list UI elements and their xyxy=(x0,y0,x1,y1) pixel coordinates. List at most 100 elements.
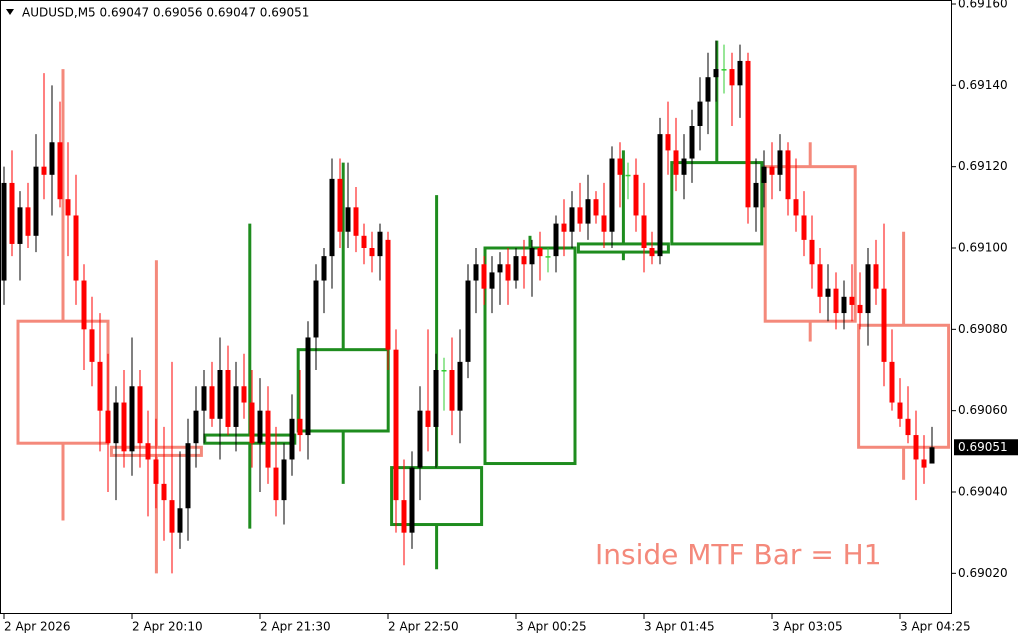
candle-body xyxy=(201,386,207,411)
candle-body xyxy=(297,418,303,436)
candle-body xyxy=(409,467,415,533)
candle-body xyxy=(873,264,879,289)
candle-body xyxy=(657,134,663,257)
y-tick-label: 0.69100 xyxy=(958,241,1008,255)
candle-body xyxy=(569,207,575,232)
current-price-label: 0.69051 xyxy=(958,440,1008,454)
candle-body xyxy=(609,158,615,232)
annotation: Inside MTF Bar = H1 xyxy=(595,538,882,571)
candle-body xyxy=(753,182,759,208)
candle-body xyxy=(601,215,607,232)
candle-body xyxy=(385,239,391,350)
candle-body xyxy=(745,60,751,208)
candle-body xyxy=(849,296,855,305)
candle-body xyxy=(921,459,927,468)
x-tick-label: 2 Apr 2026 xyxy=(4,620,71,634)
candle-body xyxy=(761,166,767,183)
candle-body xyxy=(817,264,823,297)
candle-body xyxy=(49,142,55,175)
candle-body xyxy=(689,126,695,159)
candle-body xyxy=(521,256,527,265)
candle-body xyxy=(225,370,231,427)
y-tick-label: 0.69160 xyxy=(958,0,1008,11)
h1-body xyxy=(390,466,484,527)
candle-body xyxy=(433,370,439,427)
candle-body xyxy=(473,264,479,281)
menu-triangle[interactable] xyxy=(6,9,14,15)
candle-body xyxy=(129,386,135,452)
y-tick-label: 0.69060 xyxy=(958,403,1008,417)
candle-body xyxy=(505,264,511,281)
candle-body xyxy=(545,256,551,258)
candle-body xyxy=(625,174,631,177)
candle-body xyxy=(25,207,31,236)
candle-body xyxy=(17,207,23,244)
candle-body xyxy=(673,150,679,175)
candle-body xyxy=(1,182,7,281)
candle-body xyxy=(329,178,335,257)
candle-body xyxy=(489,272,495,289)
candle-body xyxy=(881,288,887,362)
candle-body xyxy=(369,248,375,257)
candle-body xyxy=(361,235,367,248)
candle-body xyxy=(529,248,535,265)
candle-body xyxy=(681,158,687,175)
candle-body xyxy=(57,142,63,200)
candle-body xyxy=(809,239,815,265)
candle-body xyxy=(769,166,775,175)
candle-body xyxy=(481,264,487,289)
candle-body xyxy=(697,101,703,126)
candle-body xyxy=(825,288,831,297)
candle-body xyxy=(137,386,143,444)
candle-body xyxy=(785,150,791,200)
candle-body xyxy=(33,166,39,236)
candle-body xyxy=(281,459,287,501)
candle-body xyxy=(905,418,911,436)
candle-body xyxy=(497,264,503,273)
candle-body xyxy=(449,370,455,411)
candle-body xyxy=(577,207,583,224)
h1-body xyxy=(857,323,951,449)
chart-title: AUDUSD,M5 0.69047 0.69056 0.69047 0.6905… xyxy=(22,6,309,20)
y-tick-label: 0.69020 xyxy=(958,566,1008,580)
candle-body xyxy=(793,199,799,216)
candle-body xyxy=(633,174,639,216)
candle-body xyxy=(97,361,103,411)
marks xyxy=(1,40,951,574)
y-tick-label: 0.69080 xyxy=(958,322,1008,336)
candle-body xyxy=(257,410,263,444)
candle-body xyxy=(593,199,599,216)
candle-body xyxy=(401,500,407,533)
y-tick-label: 0.69120 xyxy=(958,159,1008,173)
candle-body xyxy=(457,361,463,411)
candle-body xyxy=(233,386,239,427)
candle-body xyxy=(729,69,735,86)
x-tick-label: 2 Apr 20:10 xyxy=(132,620,203,634)
candle-body xyxy=(897,402,903,419)
candle-body xyxy=(193,410,199,444)
candle-body xyxy=(217,370,223,419)
candle-body xyxy=(353,207,359,236)
candle-body xyxy=(305,337,311,436)
candle-body xyxy=(65,199,71,216)
candle-body xyxy=(425,410,431,427)
candle-body xyxy=(9,182,15,244)
candle-body xyxy=(265,410,271,468)
candle-body xyxy=(41,166,47,175)
candle-body xyxy=(417,410,423,468)
x-tick-label: 3 Apr 00:25 xyxy=(516,620,587,634)
candle-body xyxy=(665,134,671,151)
candle-body xyxy=(865,264,871,314)
candle-body xyxy=(273,467,279,501)
candle-body xyxy=(105,410,111,444)
candle-body xyxy=(537,248,543,257)
candle-body xyxy=(313,280,319,338)
candle-body xyxy=(177,508,183,533)
candle-body xyxy=(241,386,247,403)
y-tick-label: 0.69040 xyxy=(958,485,1008,499)
x-tick-label: 2 Apr 22:50 xyxy=(388,620,459,634)
candle-body xyxy=(913,435,919,460)
candle-body xyxy=(161,483,167,501)
